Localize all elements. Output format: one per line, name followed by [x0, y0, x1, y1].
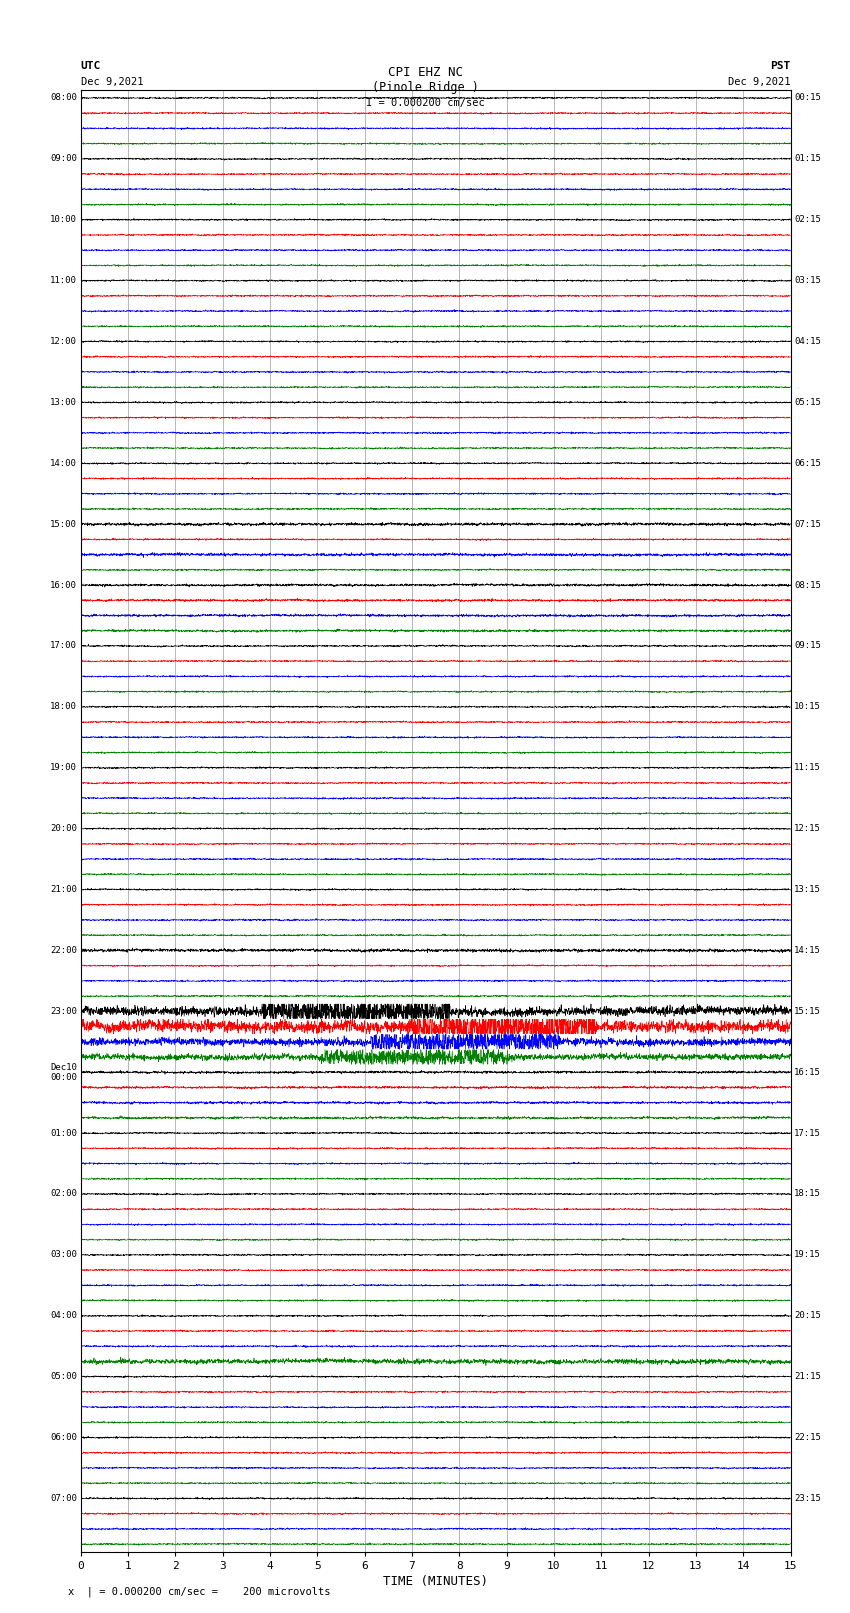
Text: 19:00: 19:00: [50, 763, 77, 773]
Text: 05:15: 05:15: [794, 398, 821, 406]
Text: 07:00: 07:00: [50, 1494, 77, 1503]
Text: 14:15: 14:15: [794, 945, 821, 955]
Text: 20:00: 20:00: [50, 824, 77, 834]
Text: 00:15: 00:15: [794, 94, 821, 103]
Text: 12:00: 12:00: [50, 337, 77, 347]
Text: 02:00: 02:00: [50, 1189, 77, 1198]
Text: 13:15: 13:15: [794, 886, 821, 894]
Text: 13:00: 13:00: [50, 398, 77, 406]
Text: 17:15: 17:15: [794, 1129, 821, 1137]
Text: 02:15: 02:15: [794, 215, 821, 224]
Text: CPI EHZ NC: CPI EHZ NC: [388, 66, 462, 79]
Text: I = 0.000200 cm/sec: I = 0.000200 cm/sec: [366, 98, 484, 108]
Text: 10:15: 10:15: [794, 702, 821, 711]
Text: 06:15: 06:15: [794, 458, 821, 468]
Text: 17:00: 17:00: [50, 642, 77, 650]
Text: 16:15: 16:15: [794, 1068, 821, 1077]
Text: 18:15: 18:15: [794, 1189, 821, 1198]
Text: x  | = 0.000200 cm/sec =    200 microvolts: x | = 0.000200 cm/sec = 200 microvolts: [68, 1586, 331, 1597]
Text: 15:15: 15:15: [794, 1007, 821, 1016]
Text: 21:15: 21:15: [794, 1373, 821, 1381]
Text: 04:00: 04:00: [50, 1311, 77, 1321]
Text: 16:00: 16:00: [50, 581, 77, 590]
Text: UTC: UTC: [81, 61, 101, 71]
Text: 08:00: 08:00: [50, 94, 77, 103]
Text: 04:15: 04:15: [794, 337, 821, 347]
Text: Dec10
00:00: Dec10 00:00: [50, 1063, 77, 1082]
Text: 03:15: 03:15: [794, 276, 821, 286]
Text: 01:15: 01:15: [794, 155, 821, 163]
Text: 23:15: 23:15: [794, 1494, 821, 1503]
Text: 11:15: 11:15: [794, 763, 821, 773]
Text: 20:15: 20:15: [794, 1311, 821, 1321]
Text: 22:15: 22:15: [794, 1432, 821, 1442]
Text: 10:00: 10:00: [50, 215, 77, 224]
Text: 21:00: 21:00: [50, 886, 77, 894]
Text: PST: PST: [770, 61, 790, 71]
Text: 06:00: 06:00: [50, 1432, 77, 1442]
Text: 08:15: 08:15: [794, 581, 821, 590]
Text: 14:00: 14:00: [50, 458, 77, 468]
X-axis label: TIME (MINUTES): TIME (MINUTES): [383, 1574, 488, 1587]
Text: 23:00: 23:00: [50, 1007, 77, 1016]
Text: 09:15: 09:15: [794, 642, 821, 650]
Text: Dec 9,2021: Dec 9,2021: [728, 77, 791, 87]
Text: 22:00: 22:00: [50, 945, 77, 955]
Text: 05:00: 05:00: [50, 1373, 77, 1381]
Text: 03:00: 03:00: [50, 1250, 77, 1260]
Text: 15:00: 15:00: [50, 519, 77, 529]
Text: 18:00: 18:00: [50, 702, 77, 711]
Text: (Pinole Ridge ): (Pinole Ridge ): [371, 81, 479, 94]
Text: 01:00: 01:00: [50, 1129, 77, 1137]
Text: 11:00: 11:00: [50, 276, 77, 286]
Text: 19:15: 19:15: [794, 1250, 821, 1260]
Text: 09:00: 09:00: [50, 155, 77, 163]
Text: Dec 9,2021: Dec 9,2021: [81, 77, 144, 87]
Text: 12:15: 12:15: [794, 824, 821, 834]
Text: 07:15: 07:15: [794, 519, 821, 529]
